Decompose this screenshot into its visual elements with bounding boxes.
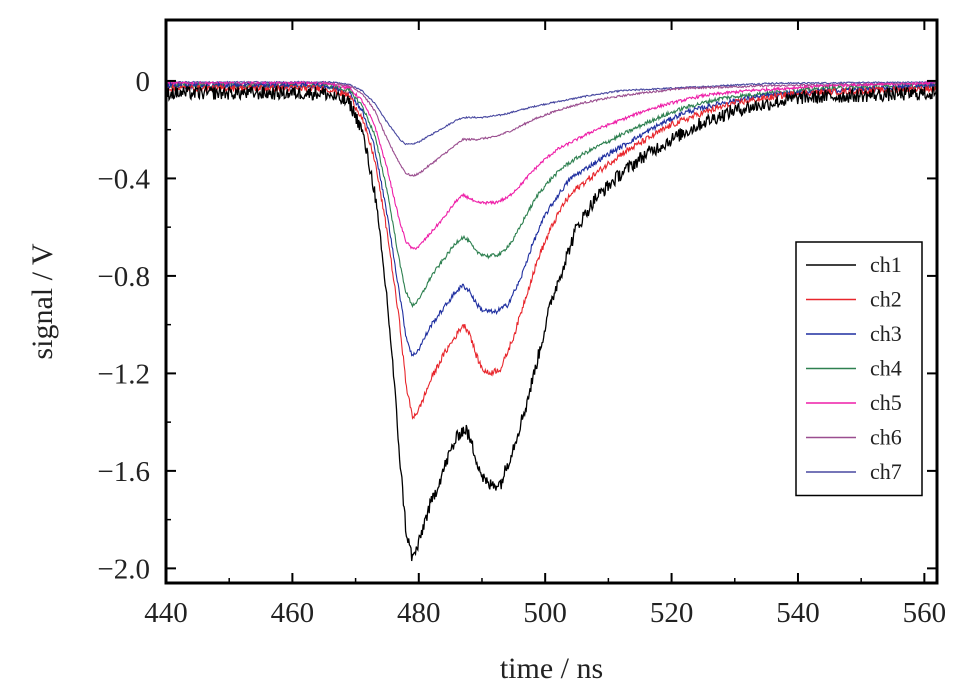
- plot-frame: [164, 18, 939, 585]
- x-axis-label: time / ns: [500, 652, 603, 685]
- legend-label-ch5: ch5: [870, 390, 902, 415]
- tick-layer: 440 460 480 500 520 540 560 0 −0.4 −0.8 −1.2 −1.6 −2…: [97, 20, 946, 629]
- legend-label-ch4: ch4: [870, 356, 902, 381]
- x-tick-label: 460: [271, 597, 315, 629]
- y-tick-label: −0.8: [97, 261, 150, 293]
- y-tick-label: 0: [136, 66, 151, 98]
- y-axis-label: signal / V: [26, 243, 59, 359]
- legend-label-ch7: ch7: [870, 459, 902, 484]
- x-tick-label: 560: [903, 597, 947, 629]
- series-line-ch6: [165, 81, 937, 177]
- legend-item-ch1: ch1: [806, 252, 902, 277]
- legend: ch1 ch2 ch3 ch4 ch5 ch6 ch7: [795, 241, 923, 497]
- series-line-ch1: [165, 83, 938, 562]
- x-tick-label: 480: [397, 597, 441, 629]
- legend-label-ch3: ch3: [870, 321, 902, 346]
- y-tick-label: −1.2: [97, 358, 150, 390]
- legend-label-ch1: ch1: [870, 252, 902, 277]
- legend-label-ch2: ch2: [870, 287, 902, 312]
- legend-item-ch3: ch3: [806, 321, 902, 346]
- series-line-ch2: [165, 83, 938, 420]
- y-tick-label: −2.0: [97, 553, 150, 585]
- series-line-ch7: [165, 80, 937, 146]
- x-tick-label: 500: [523, 597, 567, 629]
- legend-item-ch5: ch5: [806, 390, 902, 415]
- y-tick-label: −1.6: [97, 456, 150, 488]
- x-tick-label: 440: [144, 597, 188, 629]
- x-tick-label: 540: [776, 597, 820, 629]
- legend-item-ch4: ch4: [806, 356, 902, 381]
- legend-label-ch6: ch6: [870, 425, 902, 450]
- series-layer: [165, 80, 938, 562]
- legend-item-ch7: ch7: [806, 459, 902, 484]
- legend-item-ch2: ch2: [806, 287, 902, 312]
- x-tick-label: 520: [650, 597, 694, 629]
- y-tick-label: −0.4: [97, 163, 150, 195]
- legend-item-ch6: ch6: [806, 425, 902, 450]
